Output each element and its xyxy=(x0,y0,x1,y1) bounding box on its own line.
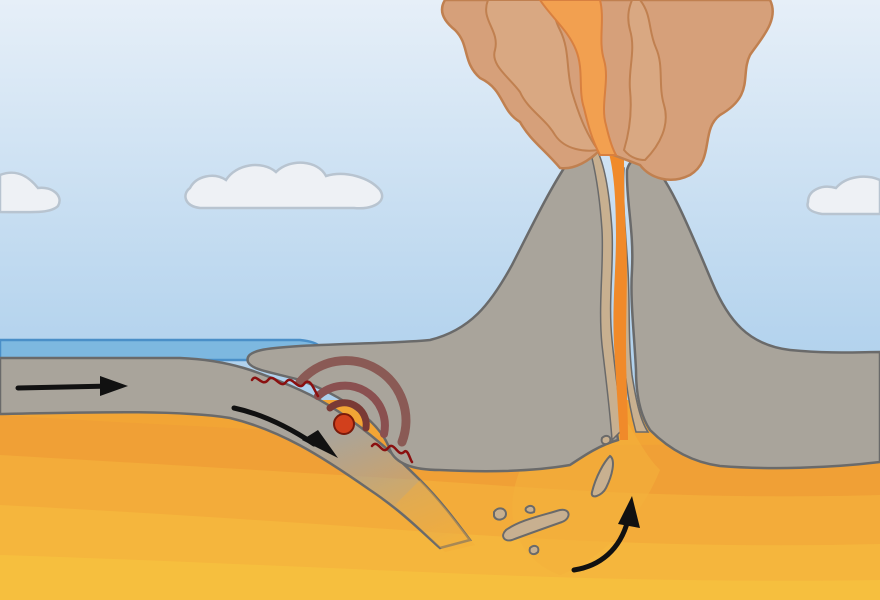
rock-fragment xyxy=(590,454,614,498)
ash-plume xyxy=(440,0,774,181)
rock-fragments xyxy=(493,434,614,556)
quake-ring-inner xyxy=(326,399,370,432)
ash-plume-inner-left xyxy=(485,0,600,152)
rock-fragment xyxy=(600,434,612,446)
magma-conduit xyxy=(608,150,628,440)
plate-motion-arrow-horizontal xyxy=(15,376,128,396)
cloud-left xyxy=(0,171,61,214)
rock-fragment xyxy=(524,504,536,514)
rock-fragment xyxy=(502,508,570,542)
volcano-right-flank xyxy=(625,156,880,470)
subduction-arrow xyxy=(231,405,338,458)
ash-plume-core xyxy=(538,0,618,156)
cloud-right xyxy=(806,175,880,216)
quake-ring-middle xyxy=(314,381,389,438)
rock-fragment xyxy=(528,544,540,556)
earthquake-symbol xyxy=(295,356,411,447)
quake-focus xyxy=(333,413,355,435)
motion-arrows xyxy=(15,376,640,573)
seismic-wave-lower xyxy=(370,442,414,464)
quake-ring-outer xyxy=(295,356,411,447)
cloud-center xyxy=(184,161,384,210)
clouds xyxy=(0,161,880,216)
ash-plume-inner-right xyxy=(622,0,667,162)
conduit-lining-left xyxy=(591,150,623,442)
rock-fragment xyxy=(493,507,508,521)
magma-rise-arrow xyxy=(571,496,640,573)
seismic-wave-upper xyxy=(250,376,320,398)
slab-fade-tip xyxy=(395,480,475,552)
subducting-oceanic-plate xyxy=(0,356,473,550)
